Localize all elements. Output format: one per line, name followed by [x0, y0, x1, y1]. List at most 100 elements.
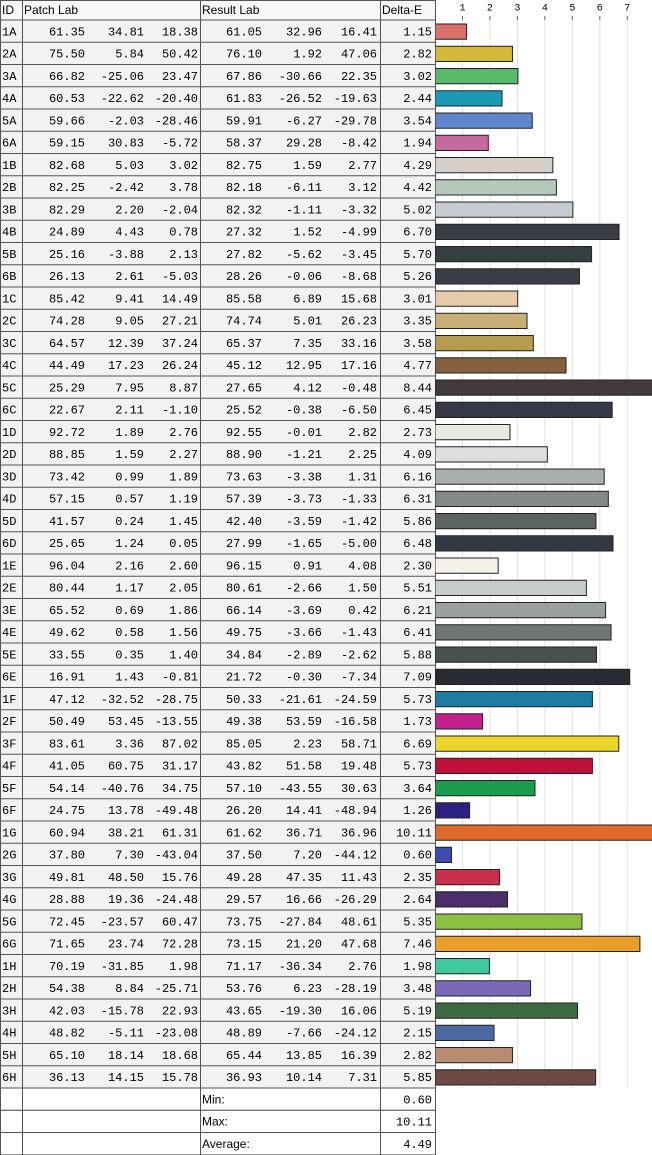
result-lab: 5.01	[293, 315, 322, 329]
result-lab: -27.84	[279, 915, 322, 929]
result-lab: 33.16	[341, 337, 377, 351]
patch-lab: 23.47	[162, 70, 198, 84]
result-lab: 22.35	[341, 70, 377, 84]
delta-e-bar	[435, 802, 471, 819]
delta-e-bar	[435, 1024, 495, 1041]
patch-lab: 0.24	[115, 515, 144, 529]
result-lab: 1.92	[293, 48, 322, 62]
delta-e: 7.46	[403, 938, 432, 952]
result-lab: 96.15	[226, 559, 262, 573]
patch-id: 5B	[2, 248, 16, 262]
summary-value: 0.60	[403, 1093, 432, 1107]
patch-lab: 65.52	[49, 604, 85, 618]
result-lab: 16.06	[341, 1004, 377, 1018]
delta-e: 1.15	[403, 25, 432, 39]
summary-label: Max:	[202, 1115, 228, 1129]
patch-lab: 18.68	[162, 1049, 198, 1063]
patch-lab: -23.08	[155, 1027, 198, 1041]
delta-e: 2.15	[403, 1027, 432, 1041]
patch-id: 6A	[2, 137, 17, 151]
result-lab: 2.82	[348, 426, 377, 440]
result-lab: -1.42	[341, 515, 377, 529]
patch-lab: 12.39	[108, 337, 144, 351]
result-lab: 27.32	[226, 226, 262, 240]
patch-lab: 30.83	[108, 137, 144, 151]
patch-lab: 54.38	[49, 982, 85, 996]
patch-lab: -13.55	[155, 715, 198, 729]
delta-e: 2.64	[403, 893, 432, 907]
result-lab: -36.34	[279, 960, 322, 974]
delta-e: 5.19	[403, 1004, 432, 1018]
result-lab: 6.23	[293, 982, 322, 996]
result-lab: 47.06	[341, 48, 377, 62]
patch-id: 6G	[2, 938, 16, 952]
patch-lab: 61.31	[162, 826, 198, 840]
result-lab: 2.23	[293, 737, 322, 751]
result-lab: -4.99	[341, 226, 377, 240]
patch-lab: -2.04	[162, 203, 198, 217]
result-lab: 28.26	[226, 270, 262, 284]
delta-e: 3.54	[403, 114, 432, 128]
result-lab: -6.27	[286, 114, 322, 128]
patch-lab: 18.38	[162, 25, 198, 39]
patch-lab: -5.72	[162, 137, 198, 151]
patch-id: 4B	[2, 226, 16, 240]
patch-lab: 15.78	[162, 1071, 198, 1085]
result-lab: -8.42	[341, 137, 377, 151]
patch-lab: 60.94	[49, 826, 85, 840]
result-lab: -0.38	[286, 404, 322, 418]
x-tick-label: 6	[597, 4, 603, 15]
result-lab: 47.35	[286, 871, 322, 885]
result-lab: -44.12	[334, 849, 377, 863]
patch-lab: 70.19	[49, 960, 85, 974]
patch-lab: 61.35	[49, 25, 85, 39]
result-lab: 57.39	[226, 493, 262, 507]
result-lab: 82.18	[226, 181, 262, 195]
x-tick-label: 1	[459, 4, 465, 15]
patch-id: 3A	[2, 70, 17, 84]
delta-e-bar	[435, 913, 583, 930]
result-lab: -0.30	[286, 671, 322, 685]
patch-lab: 36.13	[49, 1071, 85, 1085]
delta-e: 8.44	[403, 381, 432, 395]
patch-id: 2C	[2, 315, 16, 329]
patch-lab: -2.42	[108, 181, 144, 195]
result-lab: 66.14	[226, 604, 262, 618]
patch-lab: 59.15	[49, 137, 85, 151]
result-lab: 0.42	[348, 604, 377, 618]
result-lab: 42.40	[226, 515, 262, 529]
patch-id: 2F	[2, 715, 16, 729]
patch-id: 5C	[2, 381, 16, 395]
delta-e: 5.51	[403, 582, 432, 596]
delta-e: 5.88	[403, 648, 432, 662]
delta-e-bar	[435, 980, 532, 997]
patch-lab: 38.21	[108, 826, 144, 840]
delta-e-bar	[435, 891, 509, 908]
patch-lab: -15.78	[101, 1004, 144, 1018]
delta-e-bar	[435, 757, 593, 774]
delta-e-bar	[435, 846, 452, 863]
patch-id: 5E	[2, 648, 16, 662]
result-lab: 7.35	[293, 337, 322, 351]
patch-lab: 0.05	[169, 537, 198, 551]
delta-e-bar	[435, 246, 593, 263]
delta-e-bar	[435, 1069, 597, 1086]
patch-lab: 41.57	[49, 515, 85, 529]
result-lab: 3.12	[348, 181, 377, 195]
delta-e: 6.21	[403, 604, 432, 618]
patch-lab: -32.52	[101, 693, 144, 707]
delta-e: 3.64	[403, 782, 432, 796]
patch-id: 1C	[2, 292, 16, 306]
delta-e: 3.58	[403, 337, 432, 351]
patch-id: 4H	[2, 1027, 16, 1041]
patch-lab: -3.88	[108, 248, 144, 262]
result-lab: -7.34	[341, 671, 377, 685]
delta-e: 2.82	[403, 48, 432, 62]
result-lab: 85.58	[226, 292, 262, 306]
patch-lab: 0.35	[115, 648, 144, 662]
patch-lab: 25.29	[49, 381, 85, 395]
patch-lab: 1.98	[169, 960, 198, 974]
patch-lab: -28.46	[155, 114, 198, 128]
result-lab: 45.12	[226, 359, 262, 373]
delta-e-bar	[435, 557, 499, 574]
